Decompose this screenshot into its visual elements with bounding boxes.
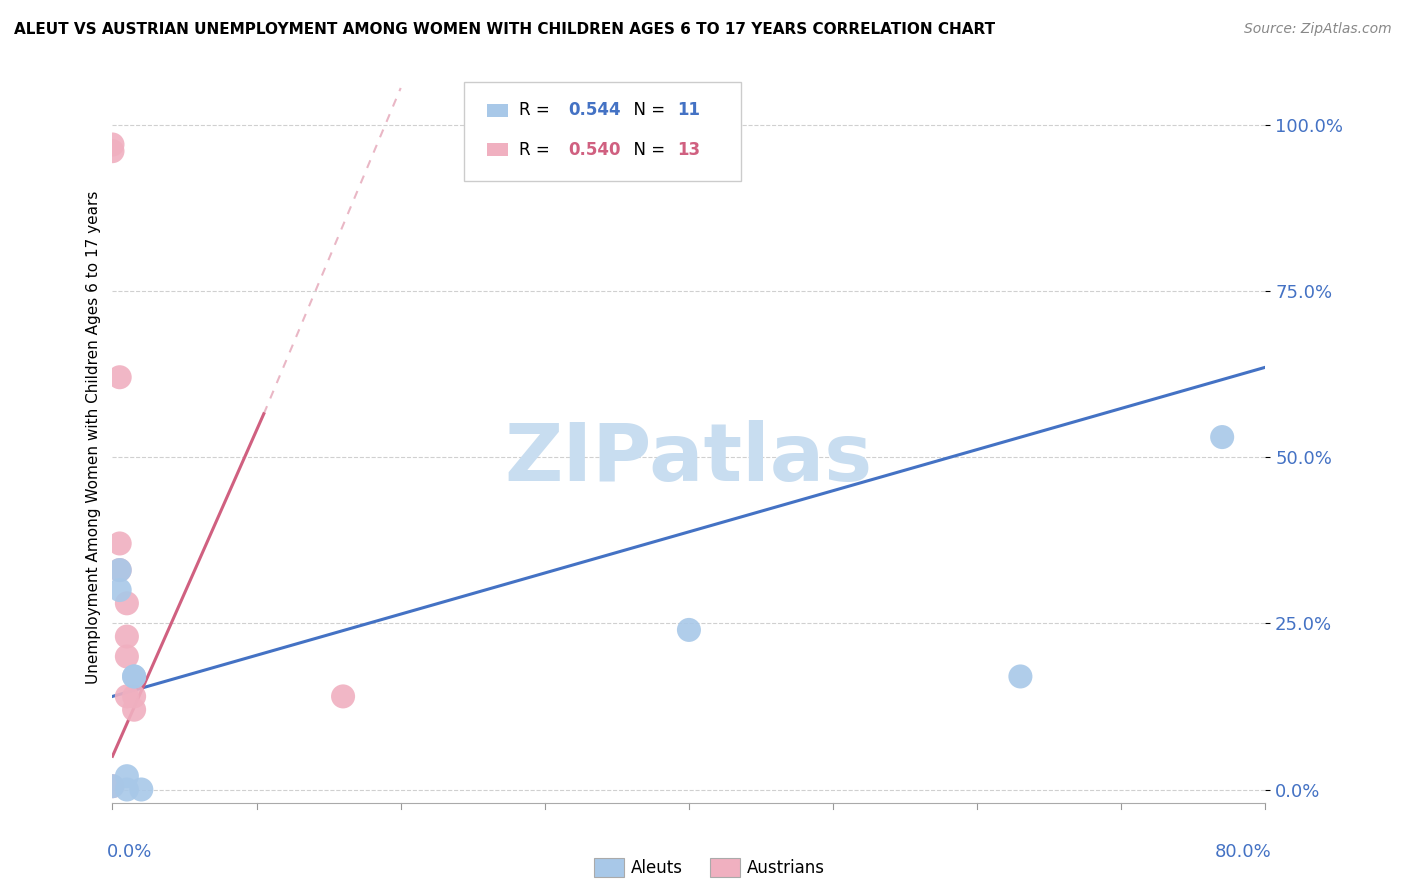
Point: [122, 703, 145, 717]
Point: [115, 782, 138, 797]
Text: N =: N =: [623, 101, 671, 120]
Text: 80.0%: 80.0%: [1215, 843, 1271, 861]
Text: ALEUT VS AUSTRIAN UNEMPLOYMENT AMONG WOMEN WITH CHILDREN AGES 6 TO 17 YEARS CORR: ALEUT VS AUSTRIAN UNEMPLOYMENT AMONG WOM…: [14, 22, 995, 37]
Point: [115, 649, 138, 664]
Text: 11: 11: [678, 101, 700, 120]
Y-axis label: Unemployment Among Women with Children Ages 6 to 17 years: Unemployment Among Women with Children A…: [86, 190, 101, 684]
Point: [678, 623, 700, 637]
Point: [101, 779, 124, 793]
Text: Austrians: Austrians: [747, 859, 824, 877]
Point: [108, 370, 131, 384]
Text: 13: 13: [678, 141, 700, 159]
Point: [101, 779, 124, 793]
Text: Source: ZipAtlas.com: Source: ZipAtlas.com: [1244, 22, 1392, 37]
Point: [115, 596, 138, 610]
Point: [115, 630, 138, 644]
Text: 0.540: 0.540: [568, 141, 620, 159]
Text: R =: R =: [519, 141, 555, 159]
Point: [1010, 669, 1032, 683]
Point: [115, 690, 138, 704]
FancyBboxPatch shape: [595, 858, 624, 878]
Text: 0.0%: 0.0%: [107, 843, 152, 861]
Point: [129, 782, 153, 797]
FancyBboxPatch shape: [710, 858, 740, 878]
Text: R =: R =: [519, 101, 555, 120]
FancyBboxPatch shape: [488, 103, 508, 117]
Point: [122, 669, 145, 683]
Point: [108, 582, 131, 597]
Point: [122, 690, 145, 704]
Point: [122, 669, 145, 683]
FancyBboxPatch shape: [464, 82, 741, 181]
Point: [108, 536, 131, 550]
Point: [108, 563, 131, 577]
Point: [101, 144, 124, 158]
Text: N =: N =: [623, 141, 671, 159]
Point: [1211, 430, 1233, 444]
FancyBboxPatch shape: [488, 143, 508, 156]
Point: [101, 137, 124, 152]
Text: ZIPatlas: ZIPatlas: [505, 420, 873, 498]
Text: 0.544: 0.544: [568, 101, 620, 120]
Point: [115, 769, 138, 783]
Text: Aleuts: Aleuts: [631, 859, 683, 877]
Point: [108, 563, 131, 577]
Point: [332, 690, 354, 704]
